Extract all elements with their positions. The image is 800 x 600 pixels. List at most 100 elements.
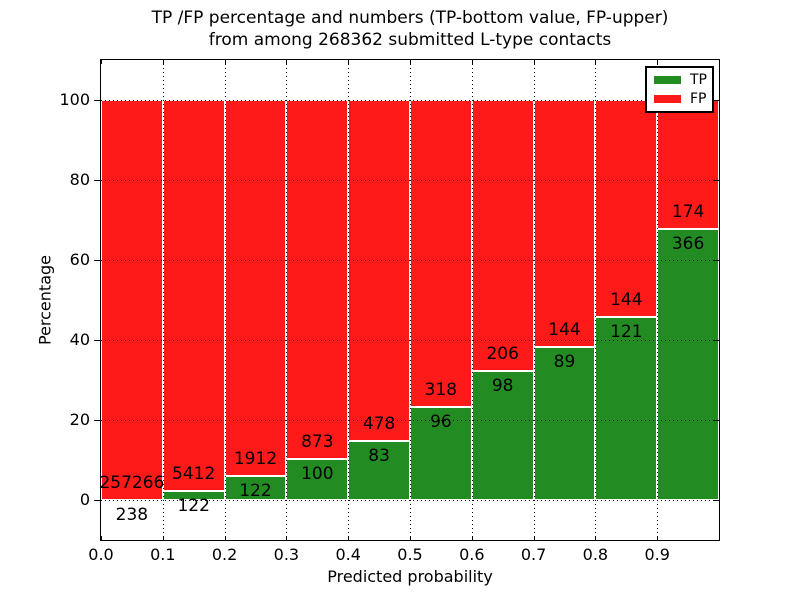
v-gridline	[410, 60, 411, 540]
bar-segment-fp	[533, 100, 596, 348]
x-tick-label: 0.4	[335, 545, 361, 564]
tp-legend-label: TP	[690, 72, 707, 89]
bar-segment-fp	[162, 100, 225, 492]
fp-count-label: 206	[486, 344, 519, 365]
y-tick-label: 20	[69, 410, 90, 429]
fp-count-label: 257266	[99, 472, 165, 493]
bar-segment-tp	[471, 371, 534, 500]
y-tick-label: 100	[59, 90, 90, 109]
tp-count-label: 122	[239, 481, 272, 501]
x-tick-top	[410, 60, 411, 64]
y-tick-right	[714, 100, 719, 101]
fp-count-label: 873	[301, 431, 334, 452]
y-tick	[94, 180, 100, 181]
x-tick-label: 0.7	[520, 545, 547, 564]
tp-count-label: 83	[368, 445, 390, 466]
x-tick	[348, 536, 350, 540]
x-tick-top	[533, 60, 535, 64]
v-gridline	[348, 60, 350, 540]
bar-segment-fp	[410, 100, 472, 408]
y-tick-label: 80	[69, 170, 90, 189]
fp-count-label: 1912	[233, 449, 278, 469]
legend-item-tp: TP	[654, 72, 707, 89]
x-tick	[162, 536, 164, 540]
x-tick-label: 0.3	[273, 545, 300, 564]
tp-count-label: 122	[177, 496, 210, 517]
fp-count-label: 144	[610, 290, 643, 311]
x-tick	[471, 536, 473, 540]
legend: TP FP	[645, 66, 714, 113]
fp-count-label: 174	[671, 201, 705, 222]
x-tick-label: 0.1	[150, 545, 176, 564]
fp-color-swatch	[654, 94, 681, 103]
x-tick	[410, 536, 411, 540]
bar-segment-fp	[286, 100, 349, 459]
x-tick-top	[348, 60, 350, 64]
tp-color-swatch	[654, 76, 681, 85]
tp-count-label: 96	[430, 412, 452, 433]
y-tick-right	[714, 180, 719, 181]
v-gridline	[471, 60, 473, 540]
chart-title: TP /FP percentage and numbers (TP-bottom…	[101, 7, 719, 51]
bar-segment-fp	[595, 100, 658, 318]
x-tick-label: 0.5	[397, 545, 423, 564]
v-gridline	[595, 60, 597, 540]
x-tick-label: 0.2	[211, 545, 238, 564]
fp-legend-label: FP	[690, 90, 707, 107]
bar-segment-tp	[657, 228, 719, 500]
y-tick-label: 0	[79, 490, 90, 509]
x-tick-top	[471, 60, 473, 64]
tp-count-label: 238	[115, 504, 149, 525]
y-tick-right	[714, 340, 719, 341]
legend-item-fp: FP	[654, 90, 707, 107]
fp-count-label: 5412	[172, 464, 216, 485]
x-tick-top	[286, 60, 288, 64]
x-tick	[101, 536, 102, 540]
x-axis-label: Predicted probability	[327, 567, 493, 586]
tp-count-label: 366	[671, 233, 705, 254]
x-tick-top	[101, 60, 102, 64]
fp-count-label: 478	[362, 413, 396, 434]
x-tick-label: 0.9	[644, 545, 670, 564]
y-tick	[94, 100, 100, 101]
y-tick-right	[714, 260, 719, 261]
y-tick	[94, 260, 100, 261]
bar-segment-tp	[410, 407, 472, 500]
x-tick-top	[657, 60, 659, 64]
x-tick-label: 0.6	[459, 545, 485, 564]
x-tick-top	[595, 60, 597, 64]
bar-segment-fp	[224, 100, 287, 476]
plot-area: 257266 238 5412 122 1912 122 873 100 478 83 318 96 2…	[99, 59, 720, 541]
tp-count-label: 89	[553, 352, 576, 373]
bar-segment-tp	[595, 317, 658, 500]
chart-title-line-2: from among 268362 submitted L-type conta…	[208, 30, 612, 50]
x-tick	[595, 536, 597, 540]
bar-segment-fp	[348, 100, 410, 441]
y-tick	[94, 420, 100, 421]
bar-segment-fp	[101, 100, 163, 500]
tp-count-label: 121	[610, 322, 643, 343]
x-tick-label: 0.8	[582, 545, 609, 564]
y-tick-label: 60	[69, 250, 90, 269]
tp-count-label: 100	[301, 463, 334, 484]
v-gridline	[286, 60, 288, 540]
v-gridline	[162, 60, 164, 540]
x-tick	[286, 536, 288, 540]
bar-segment-tp	[533, 347, 596, 500]
x-tick-top	[224, 60, 226, 64]
v-gridline	[533, 60, 535, 540]
y-tick	[94, 500, 100, 501]
bar-segment-tp	[286, 458, 349, 500]
tp-count-label: 98	[491, 376, 514, 397]
y-tick-right	[714, 420, 719, 421]
chart-title-line-1: TP /FP percentage and numbers (TP-bottom…	[151, 8, 669, 28]
x-tick	[533, 536, 535, 540]
v-gridline	[224, 60, 226, 540]
v-gridline	[657, 60, 659, 540]
x-tick	[224, 536, 226, 540]
y-tick	[94, 340, 100, 341]
y-tick-right	[714, 500, 719, 501]
bar-segment-tp	[348, 440, 410, 500]
x-tick	[657, 536, 659, 540]
